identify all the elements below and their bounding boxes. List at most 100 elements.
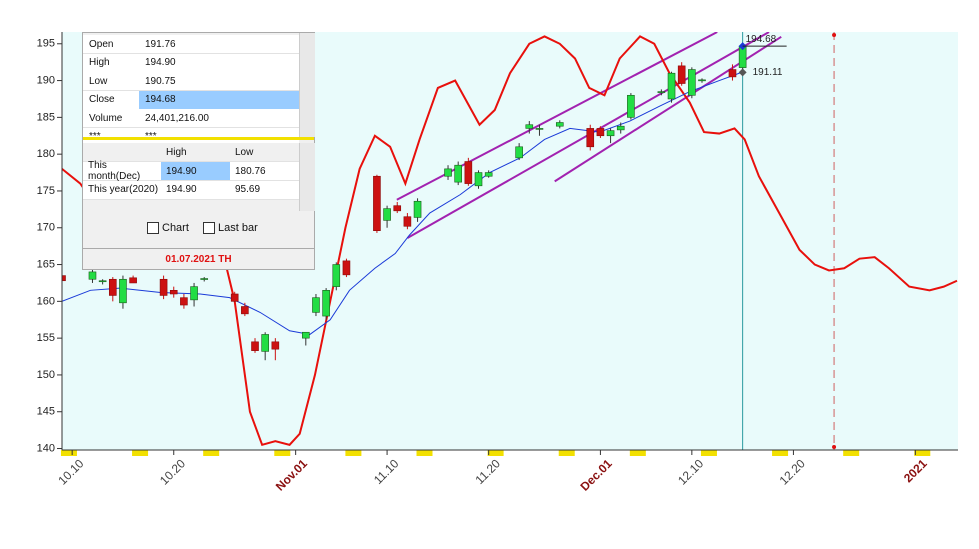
- candle-body: [190, 286, 198, 301]
- candle-body: [302, 331, 310, 339]
- x-tick-label: 11.20: [473, 456, 504, 487]
- end-dot: [832, 33, 837, 37]
- y-tick-label: 170: [37, 222, 55, 234]
- weekend-marker: [629, 450, 646, 456]
- separator: [83, 137, 314, 140]
- candle-body: [586, 128, 595, 148]
- candle-body: [230, 293, 239, 302]
- candle-body: [525, 124, 534, 129]
- y-tick-label: 190: [37, 74, 55, 86]
- candle-body: [698, 79, 706, 82]
- end-dot: [832, 445, 837, 449]
- weekend-marker: [487, 450, 504, 456]
- x-tick-label: 10.20: [157, 456, 188, 487]
- quote-label: ***: [83, 131, 139, 142]
- quote-label: High: [89, 57, 110, 68]
- quote-value: 194.90: [145, 57, 176, 68]
- y-tick-label: 145: [37, 406, 55, 418]
- checkbox-box[interactable]: [147, 222, 159, 234]
- scrollbar[interactable]: [299, 143, 315, 211]
- quote-value: 191.76: [145, 38, 176, 50]
- quote-value: 194.68: [139, 90, 299, 109]
- candle-body: [322, 290, 330, 317]
- quote-row: Open 191.76: [83, 35, 299, 54]
- quote-value: 24,401,216.00: [145, 112, 209, 124]
- weekend-marker: [416, 450, 433, 456]
- range-cell: This month(Dec): [88, 160, 141, 182]
- x-tick-label: Nov.01: [273, 456, 310, 493]
- candle-body: [200, 278, 209, 280]
- candle-body: [62, 275, 66, 282]
- candle-body: [464, 161, 473, 184]
- weekend-marker: [772, 450, 789, 456]
- y-tick-label: 140: [37, 442, 55, 454]
- x-tick-label: Dec.01: [578, 456, 615, 493]
- candle-body: [606, 130, 615, 137]
- checkbox-label: Chart: [162, 222, 189, 234]
- candle-body: [393, 205, 402, 212]
- weekend-markers: [60, 450, 931, 456]
- candle-body: [159, 278, 168, 296]
- header-cell: High: [166, 146, 187, 158]
- y-tick-label: 150: [37, 369, 55, 381]
- candle-body: [474, 172, 483, 187]
- candle-body: [383, 208, 391, 221]
- indicator-line: [62, 35, 958, 447]
- checkbox-label: Last bar: [218, 222, 258, 234]
- checkbox-box[interactable]: [203, 222, 215, 234]
- candle-body: [627, 94, 635, 118]
- quote-row: Volume 24,401,216.00: [83, 109, 299, 128]
- candle-body: [98, 280, 107, 283]
- quote-label: Volume: [89, 112, 123, 124]
- weekend-marker: [203, 450, 220, 456]
- plot: [62, 32, 958, 450]
- candle-body: [535, 128, 544, 130]
- price-marker: [738, 68, 747, 77]
- candle-body: [616, 125, 625, 131]
- range-cell: 194.90: [166, 184, 197, 195]
- y-tick-label: 180: [37, 148, 55, 160]
- weekend-marker: [843, 450, 860, 456]
- quote-label: Open: [89, 38, 114, 50]
- quote-panel: Open 191.76 High 194.90 Low 190.75 Close 194.68…: [82, 32, 315, 270]
- quote-value: ***: [139, 128, 299, 146]
- candle-body: [667, 72, 676, 100]
- candle-body: [677, 65, 686, 84]
- candle-body: [271, 341, 280, 350]
- candle-body: [657, 91, 666, 93]
- weekend-marker: [274, 450, 291, 456]
- x-tick-label: 10.10: [55, 456, 86, 487]
- checkbox[interactable]: Chart: [147, 222, 189, 234]
- y-tick-label: 155: [37, 332, 55, 344]
- quote-label: Low: [89, 75, 108, 87]
- indicator-line: [62, 71, 742, 335]
- weekend-marker: [914, 450, 931, 456]
- y-tick-label: 160: [37, 295, 55, 307]
- weekend-marker: [700, 450, 717, 456]
- y-tick-label: 185: [37, 111, 55, 123]
- range-row: This year(2020) 194.90 95.69: [83, 180, 299, 200]
- checkbox[interactable]: Last bar: [203, 222, 258, 234]
- candle-body: [88, 271, 97, 280]
- range-row: This month(Dec) 194.90 180.76: [83, 160, 299, 182]
- range-cell: This year(2020): [88, 184, 159, 195]
- candle-body: [108, 278, 117, 296]
- y-tick-label: 175: [37, 185, 55, 197]
- x-tick-label: 2021: [901, 456, 930, 485]
- weekend-marker: [345, 450, 362, 456]
- header-cell: Low: [235, 146, 254, 158]
- candle-body: [484, 172, 493, 177]
- x-tick-label: 11.10: [371, 456, 402, 487]
- range-cell: 194.90: [161, 162, 230, 180]
- quote-row: Close 194.68: [83, 90, 299, 110]
- range-cell: 95.69: [235, 184, 261, 195]
- y-tick-label: 165: [37, 258, 55, 270]
- scrollbar[interactable]: [299, 33, 315, 137]
- weekend-marker: [60, 450, 77, 456]
- candle-body: [129, 277, 137, 284]
- quote-row: Low 190.75: [83, 72, 299, 91]
- candle-body: [555, 122, 564, 127]
- quote-label: Close: [89, 94, 115, 105]
- price-label: 191.11: [753, 67, 783, 78]
- price-label: 194.68: [746, 34, 777, 45]
